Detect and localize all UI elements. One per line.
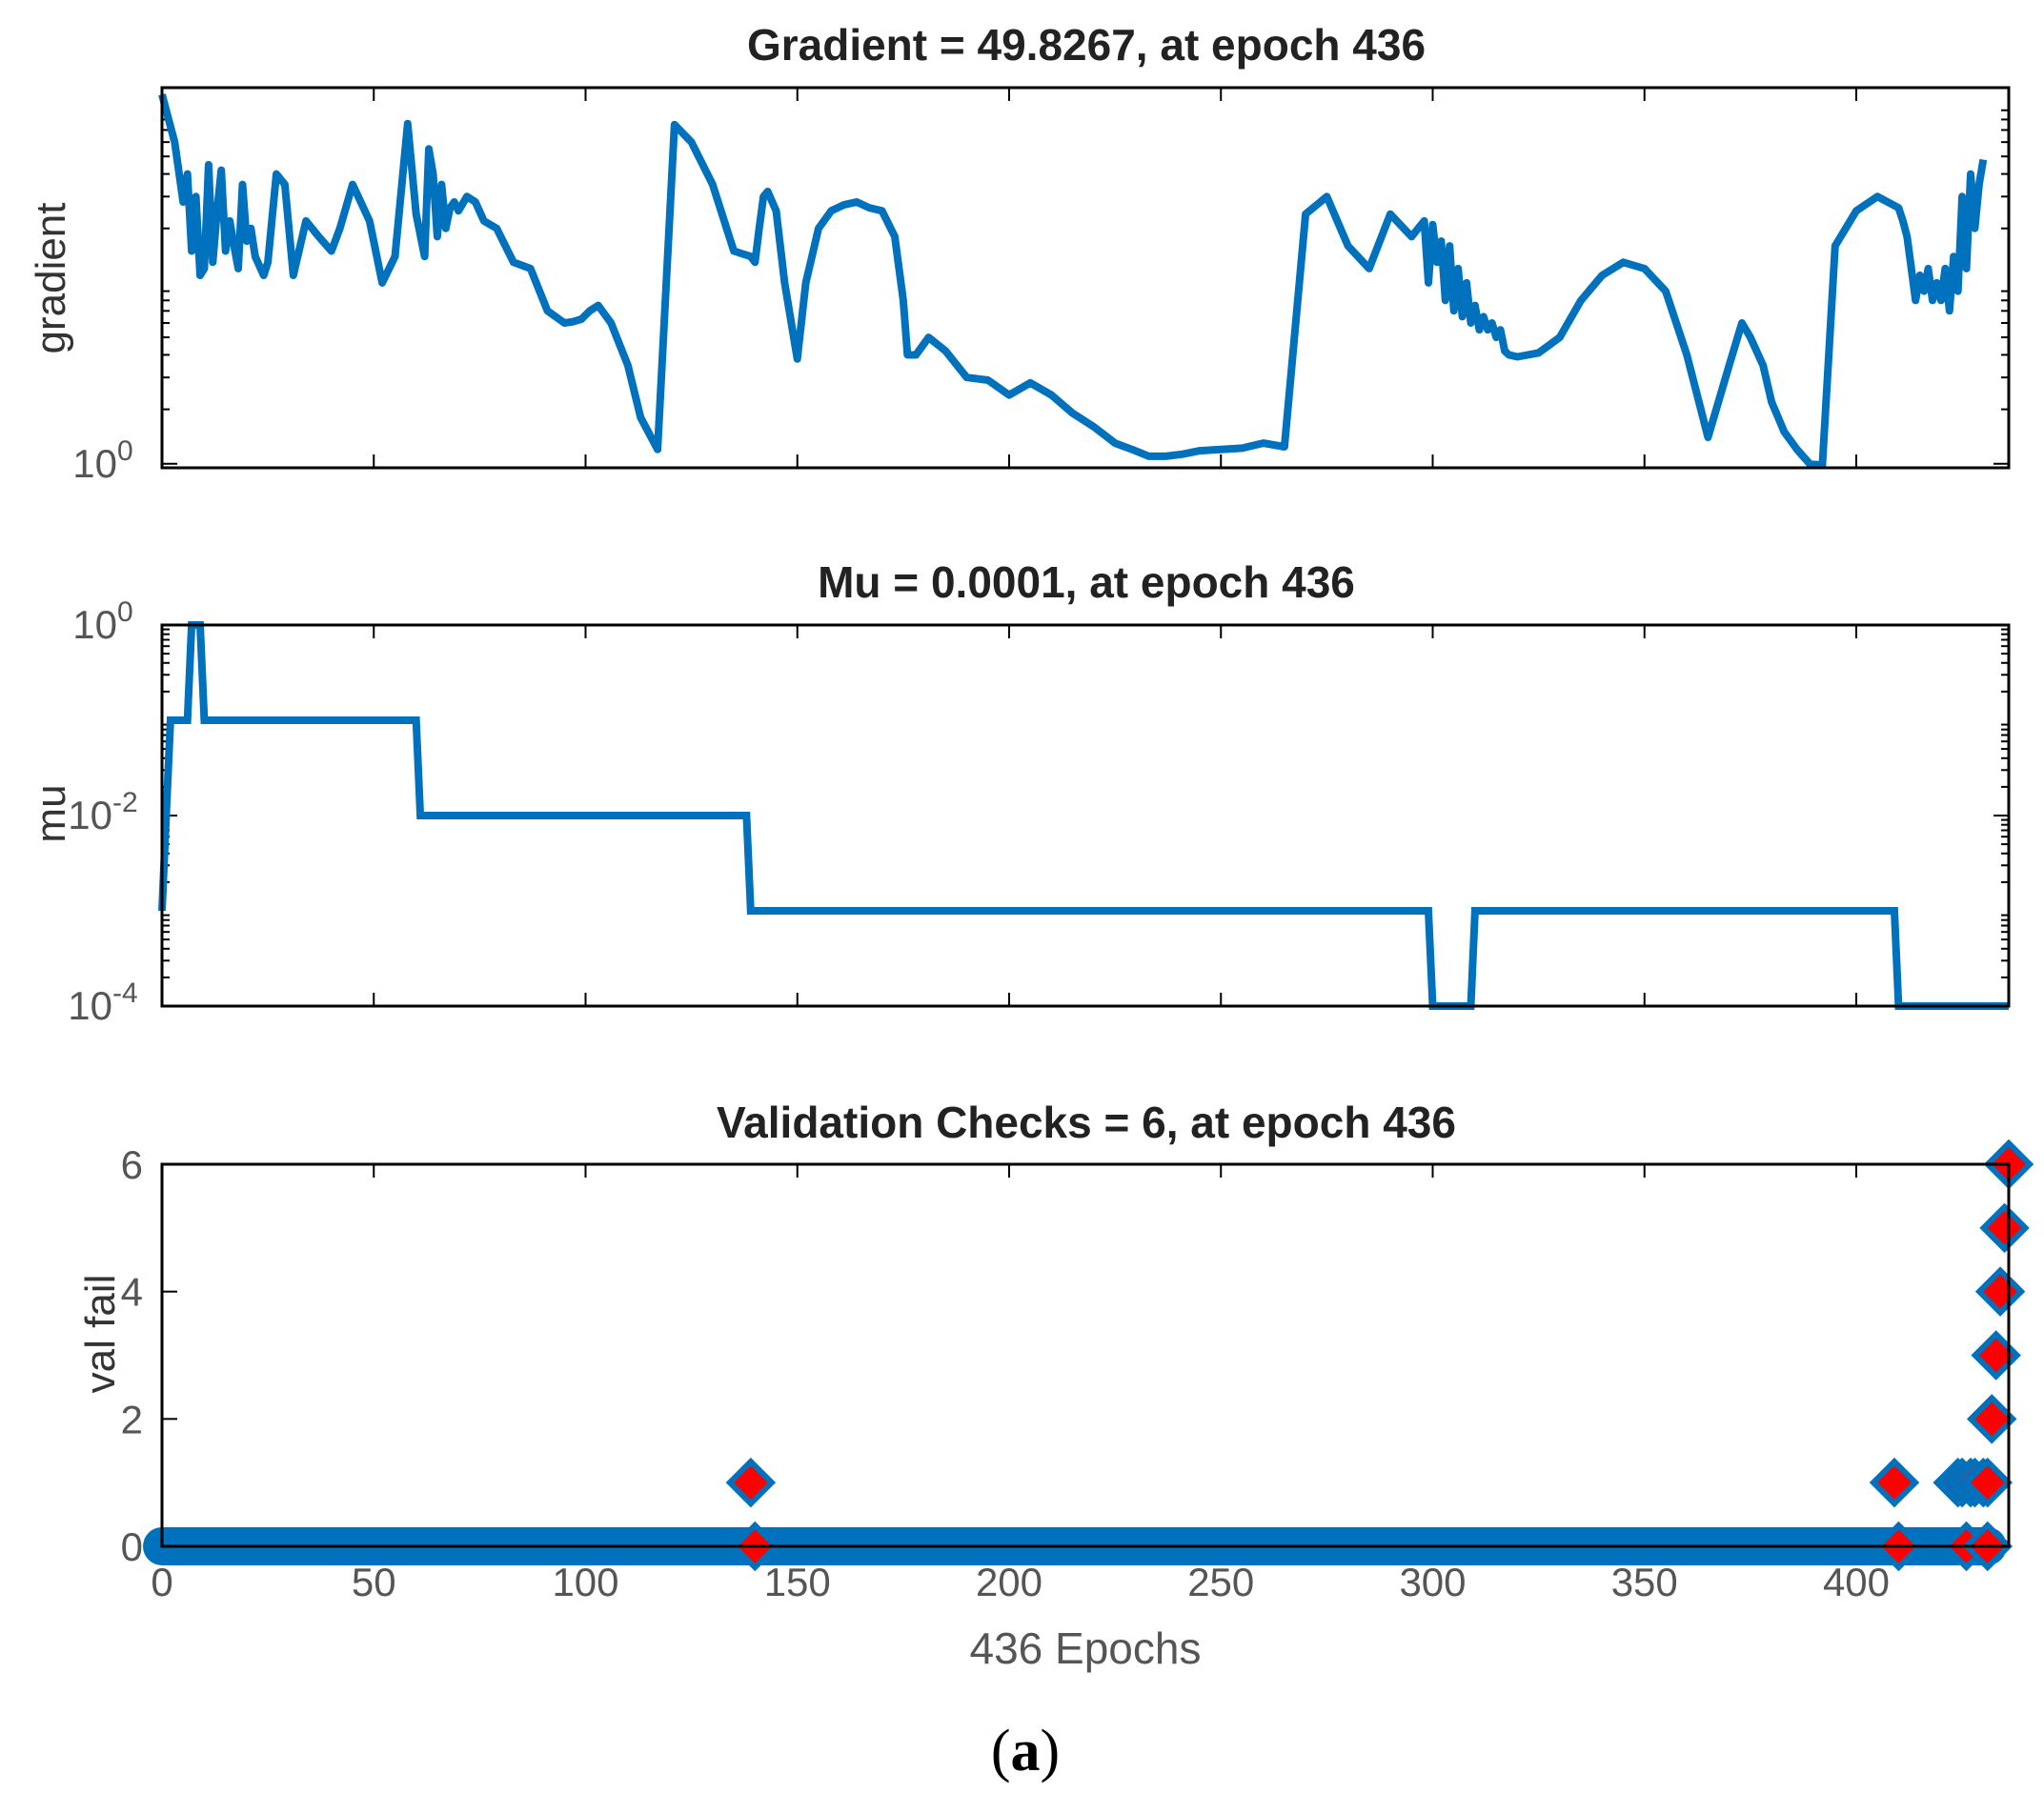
- mu-plot-frame: [160, 623, 2011, 1008]
- gradient-panel: Gradient = 49.8267, at epoch 436 gradien…: [28, 20, 2011, 486]
- val-fail-marker-15: [1979, 1202, 2030, 1254]
- val-xtick-label-100: 100: [552, 1560, 618, 1604]
- caption-open-paren: (: [991, 1719, 1011, 1784]
- mu-y-ticks: 100 10-2 10-4: [68, 596, 2009, 1028]
- val-xtick-label-300: 300: [1399, 1560, 1466, 1604]
- gradient-series-line: [158, 93, 1988, 470]
- gradient-plot-frame: [160, 86, 2011, 470]
- val-fail-panel: Validation Checks = 6, at epoch 436 val …: [77, 1098, 2034, 1673]
- val-fail-marker-14: [1974, 1266, 2026, 1317]
- val-xtick-label-350: 350: [1611, 1560, 1678, 1604]
- val-fail-x-ticks: [161, 1164, 1857, 1546]
- gradient-y-axis-label: gradient: [28, 202, 74, 353]
- val-xtick-label-200: 200: [976, 1560, 1042, 1604]
- val-fail-y-axis-label: val fail: [77, 1275, 124, 1394]
- val-ytick-label-2: 2: [121, 1397, 143, 1441]
- val-fail-marker-2: [1869, 1457, 1920, 1508]
- val-fail-plot-frame: [160, 1162, 2011, 1548]
- val-xtick-label-0: 0: [151, 1560, 172, 1604]
- mu-panel-title: Mu = 0.0001, at epoch 436: [818, 557, 1355, 607]
- gradient-x-ticks: [161, 88, 1857, 468]
- mu-y-axis-label: mu: [28, 784, 74, 842]
- val-ytick-label-4: 4: [121, 1270, 143, 1315]
- mu-series-line: [158, 621, 2009, 1010]
- mu-ytick-label--4: 10-4: [68, 978, 137, 1028]
- val-fail-marker-12: [1966, 1394, 2017, 1444]
- gradient-ytick-label-0: 100: [72, 435, 132, 486]
- caption-close-paren: ): [1041, 1719, 1061, 1784]
- val-fail-x-tick-labels: 0 50 100 150 200 250 300 350 400: [151, 1560, 1890, 1604]
- val-fail-marker-11: [1962, 1457, 2014, 1508]
- mu-ytick-label--2: 10-2: [68, 787, 137, 837]
- val-xtick-label-150: 150: [764, 1560, 831, 1604]
- val-fail-marker-13: [1971, 1330, 2021, 1381]
- val-fail-markers: [725, 1139, 2034, 1572]
- val-ytick-label-6: 6: [121, 1142, 143, 1187]
- val-fail-y-ticks: 0 2 4 6: [121, 1142, 2009, 1569]
- val-xtick-label-50: 50: [352, 1560, 396, 1604]
- mu-panel: Mu = 0.0001, at epoch 436 mu 100 10-2 10-4: [28, 557, 2011, 1028]
- mu-x-ticks: [161, 625, 1857, 1006]
- figure-caption: (a): [991, 1719, 1060, 1784]
- caption-letter: a: [1011, 1719, 1041, 1784]
- val-fail-marker-0: [725, 1457, 777, 1508]
- gradient-panel-title: Gradient = 49.8267, at epoch 436: [747, 20, 1426, 70]
- val-xtick-label-400: 400: [1823, 1560, 1890, 1604]
- val-xtick-label-250: 250: [1187, 1560, 1254, 1604]
- gradient-y-ticks: 100: [72, 109, 2009, 486]
- val-ytick-label-0: 0: [121, 1524, 143, 1569]
- mu-ytick-label-0: 100: [72, 596, 132, 647]
- val-fail-panel-title: Validation Checks = 6, at epoch 436: [717, 1098, 1456, 1147]
- x-axis-label: 436 Epochs: [970, 1623, 1202, 1673]
